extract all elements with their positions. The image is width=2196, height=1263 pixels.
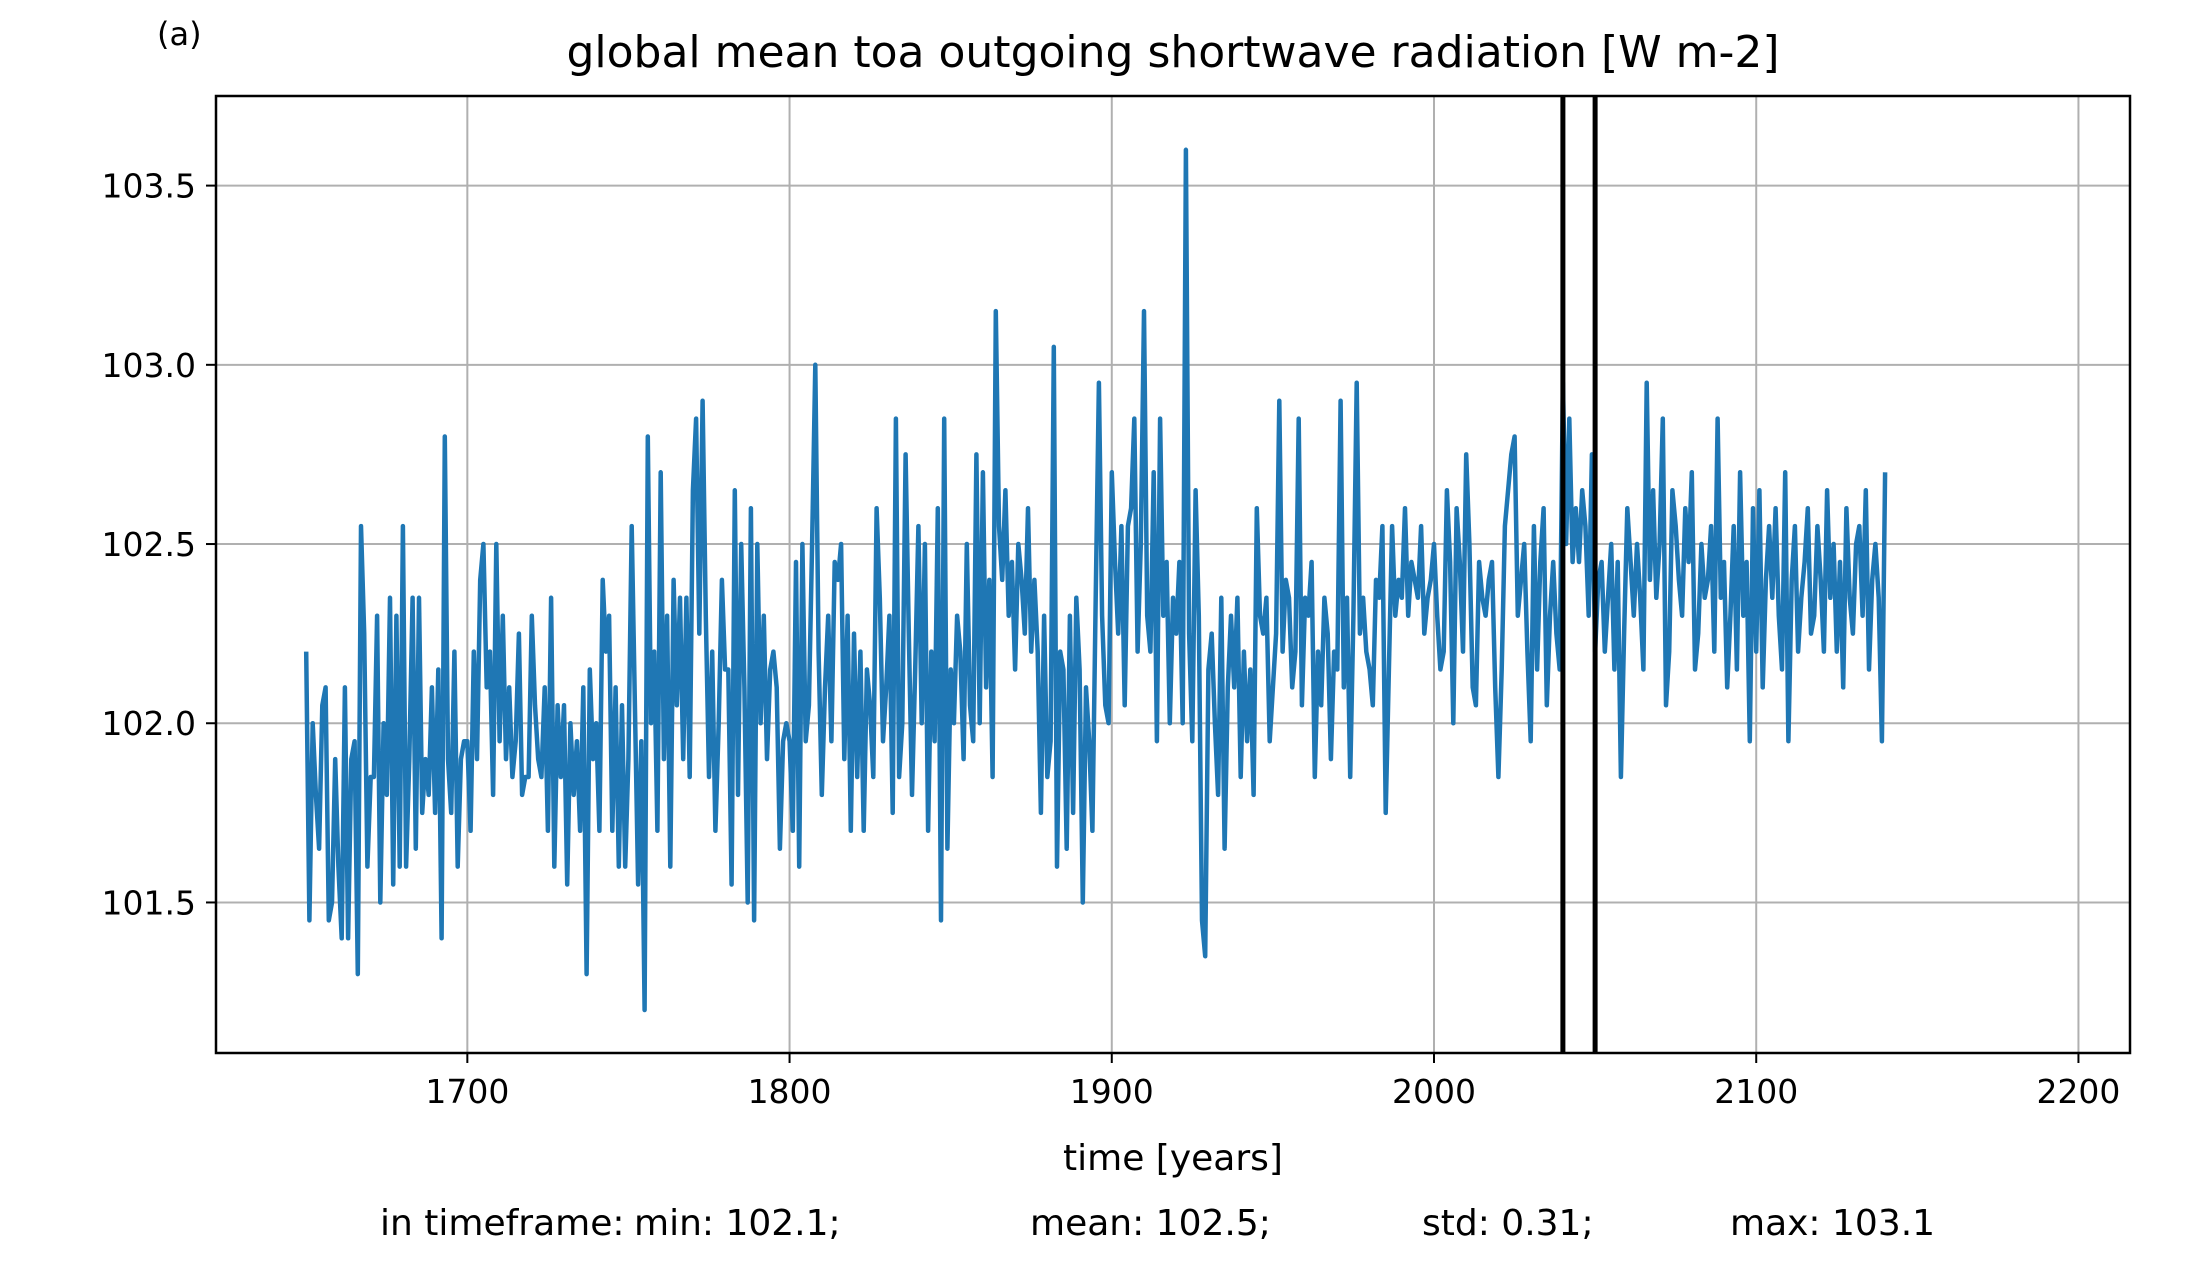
stats-min: min: 102.1; <box>634 1203 841 1244</box>
x-tick-label: 1800 <box>748 1072 832 1111</box>
y-tick-label: 103.0 <box>102 346 196 385</box>
x-tick-label: 1700 <box>425 1072 509 1111</box>
x-axis-ticks: 1700 1800 1900 2000 2100 2200 <box>425 1053 2120 1111</box>
x-tick-label: 2200 <box>2036 1072 2120 1111</box>
chart-title: global mean toa outgoing shortwave radia… <box>566 27 1779 78</box>
stats-max: max: 103.1 <box>1730 1203 1936 1244</box>
stats-prefix: in timeframe: <box>380 1203 625 1244</box>
series-line <box>303 147 1888 1013</box>
marker-lines <box>1560 96 1598 1053</box>
x-tick-label: 2100 <box>1714 1072 1798 1111</box>
y-tick-label: 102.0 <box>102 704 196 743</box>
y-tick-label: 102.5 <box>102 525 196 564</box>
y-tick-label: 103.5 <box>102 167 196 206</box>
x-axis-label: time [years] <box>1063 1138 1283 1179</box>
x-tick-label: 1900 <box>1070 1072 1154 1111</box>
panel-label: (a) <box>157 15 202 53</box>
stats-mean: mean: 102.5; <box>1030 1203 1271 1244</box>
grid <box>216 96 2130 1053</box>
y-axis-ticks: 101.5 102.0 102.5 103.0 103.5 <box>102 167 216 922</box>
stats-std: std: 0.31; <box>1422 1203 1594 1244</box>
stats-line: in timeframe: min: 102.1; mean: 102.5; s… <box>0 1203 2196 1253</box>
x-tick-label: 2000 <box>1392 1072 1476 1111</box>
series-group <box>303 147 1888 1013</box>
plot-frame <box>214 94 2132 1055</box>
y-tick-label: 101.5 <box>102 883 196 922</box>
